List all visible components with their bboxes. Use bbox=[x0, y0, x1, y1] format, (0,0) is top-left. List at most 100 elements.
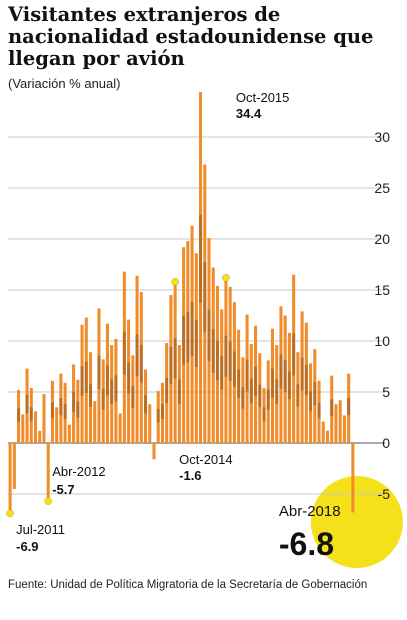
bar bbox=[173, 281, 177, 443]
bar bbox=[258, 353, 262, 443]
bar-shade bbox=[270, 368, 275, 398]
bar bbox=[50, 380, 54, 443]
bar-shade bbox=[254, 366, 258, 397]
bar-shade bbox=[114, 375, 118, 402]
bar bbox=[72, 364, 76, 443]
annotation-dot bbox=[6, 509, 14, 518]
bar bbox=[182, 247, 186, 443]
bar-shade bbox=[182, 315, 186, 365]
bar bbox=[254, 325, 258, 443]
bar-shade bbox=[313, 382, 317, 406]
bar bbox=[190, 225, 194, 443]
bar bbox=[33, 411, 38, 443]
bar-shade bbox=[131, 385, 135, 408]
bar bbox=[249, 344, 253, 443]
bar-shade bbox=[156, 409, 160, 423]
bar bbox=[262, 387, 266, 443]
bar-shade bbox=[190, 301, 194, 357]
bar-shade bbox=[275, 379, 279, 404]
bar-shade bbox=[169, 346, 173, 384]
bar bbox=[194, 253, 198, 443]
bar bbox=[76, 379, 80, 443]
bar-shade bbox=[135, 334, 139, 377]
y-tick-label: 25 bbox=[374, 180, 390, 196]
annotation-label: Abr-2018 bbox=[279, 503, 341, 520]
y-tick-label: 15 bbox=[374, 282, 390, 298]
bar bbox=[29, 387, 33, 443]
bar bbox=[237, 329, 241, 443]
annotation-value: -6.8 bbox=[279, 526, 334, 562]
annotation-dot bbox=[222, 274, 230, 282]
bar bbox=[245, 314, 249, 443]
bar bbox=[279, 306, 283, 443]
annotation-value: -1.6 bbox=[179, 468, 201, 483]
bar bbox=[203, 164, 207, 444]
annotation-value: 34.4 bbox=[236, 106, 262, 121]
bar-shade bbox=[287, 371, 291, 399]
bar bbox=[84, 317, 88, 443]
bar bbox=[342, 415, 346, 443]
bar-shade bbox=[309, 391, 313, 412]
bar bbox=[338, 400, 342, 443]
bar bbox=[21, 414, 25, 443]
bar-shade bbox=[105, 365, 109, 396]
chart-subtitle: (Variación % anual) bbox=[8, 76, 121, 91]
y-tick-label: 5 bbox=[382, 384, 390, 400]
bar bbox=[118, 413, 122, 443]
bar-shade bbox=[207, 309, 211, 361]
bar-shade bbox=[144, 395, 148, 414]
bar bbox=[232, 302, 236, 443]
bar-shade bbox=[63, 403, 67, 419]
bar bbox=[148, 404, 152, 443]
bar bbox=[215, 285, 219, 443]
bar-shade bbox=[50, 402, 54, 419]
bar bbox=[283, 315, 287, 443]
bar bbox=[300, 311, 304, 443]
bar bbox=[330, 375, 334, 443]
bar-shade bbox=[211, 328, 215, 373]
annotation-label: Oct-2014 bbox=[179, 452, 232, 467]
bar-shade bbox=[266, 389, 270, 410]
bar bbox=[228, 286, 232, 443]
bar bbox=[135, 275, 139, 443]
bar-shade bbox=[199, 214, 203, 303]
bar-shade bbox=[122, 331, 126, 375]
bar-shade bbox=[215, 340, 219, 381]
bar bbox=[199, 92, 203, 444]
bar bbox=[309, 363, 313, 443]
bar-shade bbox=[258, 384, 262, 408]
bar bbox=[207, 237, 211, 443]
bar bbox=[88, 352, 93, 443]
bar bbox=[59, 373, 63, 443]
y-tick-label: 10 bbox=[374, 333, 390, 349]
bar bbox=[325, 430, 330, 443]
bar bbox=[156, 390, 160, 443]
bar-shade bbox=[59, 397, 63, 416]
bar-shade bbox=[101, 388, 105, 410]
bar-shade bbox=[139, 344, 143, 383]
chart-title: Visitantes extranjeros de nacionalidad e… bbox=[8, 3, 374, 70]
bar bbox=[304, 322, 308, 443]
bar-shade bbox=[296, 383, 300, 407]
bar bbox=[80, 324, 84, 443]
bar-shade bbox=[317, 402, 321, 419]
bar bbox=[287, 332, 291, 443]
bar bbox=[122, 271, 126, 443]
bar bbox=[114, 338, 118, 443]
bar bbox=[46, 443, 50, 502]
bar-shade bbox=[80, 366, 84, 396]
annotation-dot bbox=[44, 497, 52, 505]
bar bbox=[131, 355, 135, 443]
annotation-label: Oct-2015 bbox=[236, 90, 289, 105]
bar bbox=[97, 308, 101, 443]
bar bbox=[177, 345, 181, 443]
bar bbox=[275, 345, 279, 443]
bar-shade bbox=[283, 360, 287, 392]
bar-shade bbox=[220, 356, 224, 390]
bar-shade bbox=[237, 369, 241, 398]
bar bbox=[169, 295, 173, 443]
bar-shade bbox=[249, 378, 253, 404]
bar bbox=[292, 274, 296, 443]
annotation-dot bbox=[171, 278, 179, 286]
bar bbox=[105, 323, 109, 443]
